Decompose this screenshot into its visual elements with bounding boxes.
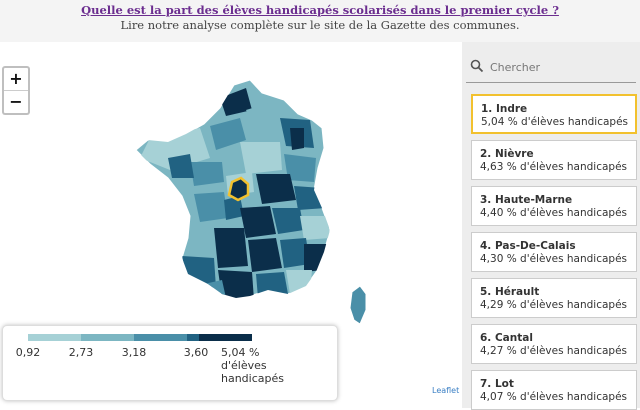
ranking-item-1[interactable]: 1. Indre 5,04 % d'élèves handicapés	[471, 94, 637, 134]
indre-highlight[interactable]	[227, 176, 250, 202]
leaflet-attribution[interactable]: Leaflet	[432, 386, 460, 395]
ranking-item-name: 2. Nièvre	[480, 148, 534, 160]
ranking-item-value: 4,27 % d'élèves handicapés	[480, 345, 628, 357]
ranking-item-value: 4,29 % d'élèves handicapés	[480, 299, 628, 311]
ranking-item-3[interactable]: 3. Haute-Marne 4,40 % d'élèves handicapé…	[471, 186, 637, 226]
legend-tick-1: 0,92	[15, 346, 41, 359]
ranking-item-name: 6. Cantal	[480, 332, 533, 344]
legend-swatch-3	[134, 334, 187, 341]
ranking-item-value: 4,30 % d'élèves handicapés	[480, 253, 628, 265]
legend-swatch-5	[199, 334, 252, 341]
ranking-item-name: 4. Pas-De-Calais	[480, 240, 576, 252]
ranking-item-name: 5. Hérault	[480, 286, 540, 298]
subtitle: Lire notre analyse complète sur le site …	[120, 18, 520, 32]
search-placeholder: Chercher	[490, 61, 541, 74]
ranking-item-6[interactable]: 6. Cantal 4,27 % d'élèves handicapés	[471, 324, 637, 364]
header: Quelle est la part des élèves handicapés…	[0, 0, 640, 42]
ranking-item-name: 1. Indre	[481, 103, 528, 115]
zoom-control: + −	[2, 66, 30, 115]
title-link[interactable]: Quelle est la part des élèves handicapés…	[81, 3, 559, 17]
zoom-in-button[interactable]: +	[9, 69, 23, 88]
ranking-item-name: 7. Lot	[480, 378, 514, 390]
ranking-item-2[interactable]: 2. Nièvre 4,63 % d'élèves handicapés	[471, 140, 637, 180]
ranking-item-value: 4,40 % d'élèves handicapés	[480, 207, 628, 219]
legend: 0,92 2,73 3,18 3,60 5,04 % d'élèves hand…	[2, 325, 338, 401]
zoom-out-button[interactable]: −	[4, 90, 28, 113]
legend-tick-4: 3,60	[183, 346, 209, 359]
france-map[interactable]	[0, 58, 462, 408]
ranking-item-value: 5,04 % d'élèves handicapés	[481, 116, 629, 128]
corse[interactable]	[349, 285, 367, 325]
legend-swatch-4	[187, 334, 199, 341]
ranking-sidebar: Chercher 1. Indre 5,04 % d'élèves handic…	[462, 42, 640, 410]
ranking-item-7[interactable]: 7. Lot 4,07 % d'élèves handicapés	[471, 370, 637, 410]
search-box[interactable]: Chercher	[466, 56, 636, 83]
ranking-item-name: 3. Haute-Marne	[480, 194, 573, 206]
legend-swatch-2	[81, 334, 134, 341]
ranking-item-4[interactable]: 4. Pas-De-Calais 4,30 % d'élèves handica…	[471, 232, 637, 272]
legend-tick-3: 3,18	[121, 346, 147, 359]
ranking-item-5[interactable]: 5. Hérault 4,29 % d'élèves handicapés	[471, 278, 637, 318]
ranking-item-value: 4,07 % d'élèves handicapés	[480, 391, 628, 403]
legend-last-label: 5,04 % d'élèves handicapés	[221, 346, 284, 385]
legend-tick-2: 2,73	[68, 346, 94, 359]
ranking-item-value: 4,63 % d'élèves handicapés	[480, 161, 628, 173]
search-icon	[470, 59, 484, 73]
map-area[interactable]: + − 0,92 2,73 3,18 3,60 5,04 % d'élèves …	[0, 58, 462, 408]
legend-swatch-1	[28, 334, 81, 341]
